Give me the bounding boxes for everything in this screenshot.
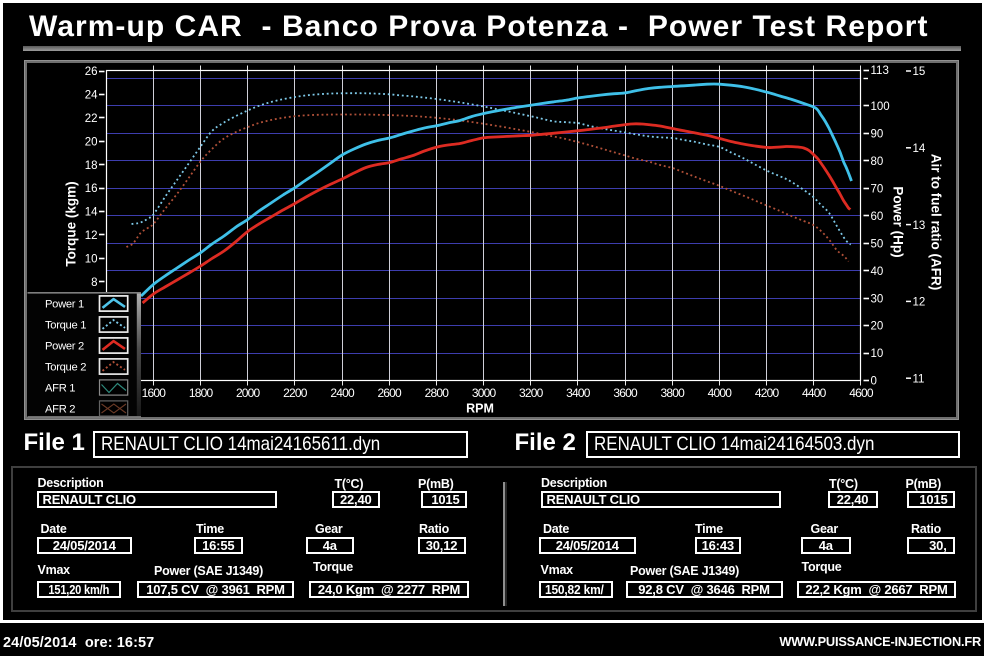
svg-text:AFR 1: AFR 1 [45,383,75,395]
svg-text:13: 13 [913,220,926,232]
svg-text:3000: 3000 [472,386,497,400]
svg-text:50: 50 [871,238,884,250]
svg-text:2400: 2400 [330,386,355,400]
svg-text:Power 2: Power 2 [45,341,84,353]
svg-text:20: 20 [85,136,98,148]
svg-text:RPM: RPM [466,402,494,416]
svg-text:26: 26 [85,66,98,78]
svg-text:4600: 4600 [849,386,874,400]
svg-text:2600: 2600 [377,386,402,400]
svg-text:Power (Hp): Power (Hp) [891,186,906,257]
svg-text:20: 20 [871,321,884,333]
svg-text:8: 8 [91,277,97,289]
svg-text:2800: 2800 [425,386,450,400]
svg-text:Torque (kgm): Torque (kgm) [64,181,79,266]
svg-text:14: 14 [913,143,926,155]
svg-text:2000: 2000 [236,386,261,400]
svg-text:10: 10 [871,348,884,360]
svg-text:12: 12 [85,230,98,242]
svg-text:16: 16 [85,183,98,195]
svg-text:1800: 1800 [189,386,214,400]
svg-text:60: 60 [871,211,884,223]
svg-text:Torque 1: Torque 1 [45,320,86,332]
svg-text:11: 11 [913,373,925,385]
svg-text:80: 80 [871,156,884,168]
svg-text:90: 90 [871,128,884,140]
svg-text:AFR 2: AFR 2 [45,404,75,416]
svg-text:113: 113 [871,65,889,77]
svg-text:70: 70 [871,183,884,195]
svg-text:100: 100 [871,101,890,113]
svg-text:0: 0 [871,376,877,388]
svg-text:4000: 4000 [708,386,733,400]
svg-text:Air to fuel ratio (AFR): Air to fuel ratio (AFR) [929,154,944,291]
svg-text:18: 18 [85,160,98,172]
svg-text:2200: 2200 [283,386,308,400]
svg-text:3400: 3400 [566,386,591,400]
svg-text:4200: 4200 [755,386,780,400]
svg-text:40: 40 [871,266,884,278]
svg-text:Power 1: Power 1 [45,299,84,311]
svg-text:1600: 1600 [142,386,167,400]
svg-text:14: 14 [85,207,98,219]
svg-text:22: 22 [85,113,98,125]
svg-text:3800: 3800 [661,386,686,400]
svg-text:24: 24 [85,90,98,102]
svg-text:Torque 2: Torque 2 [45,362,86,374]
svg-text:4400: 4400 [802,386,827,400]
svg-text:3600: 3600 [613,386,638,400]
svg-text:3200: 3200 [519,386,544,400]
svg-text:15: 15 [913,66,926,78]
svg-text:12: 12 [913,297,926,309]
svg-text:30: 30 [871,293,884,305]
svg-text:10: 10 [85,253,98,265]
